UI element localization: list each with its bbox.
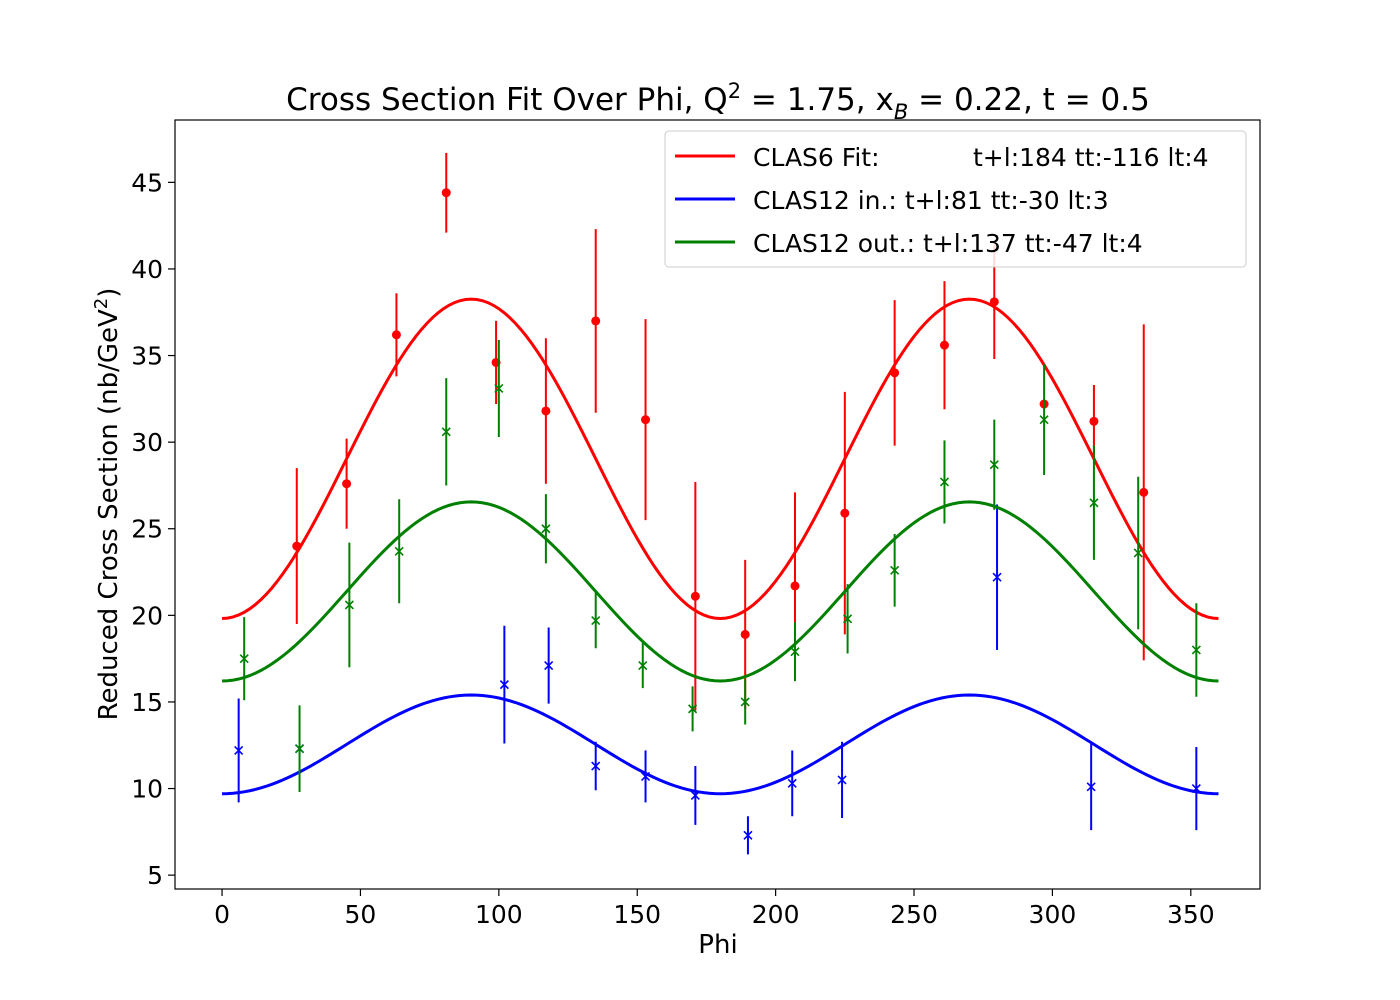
x-tick-label: 50 bbox=[345, 900, 377, 929]
data-point-clas12_in bbox=[1086, 782, 1096, 792]
data-point-clas6 bbox=[1139, 487, 1149, 497]
chart-title: Cross Section Fit Over Phi, Q2 = 1.75, x… bbox=[286, 79, 1150, 124]
y-tick-label: 5 bbox=[147, 861, 163, 890]
data-point-clas12_in bbox=[640, 771, 651, 781]
x-tick-label: 200 bbox=[752, 900, 800, 929]
x-tick-label: 0 bbox=[214, 900, 230, 929]
data-point-clas12_out bbox=[989, 460, 999, 470]
data-point-clas6 bbox=[939, 340, 949, 350]
data-point-clas6 bbox=[391, 330, 401, 340]
fit-curve-clas6 bbox=[221, 297, 1219, 620]
data-point-clas12_out bbox=[394, 546, 404, 556]
data-point-clas6 bbox=[441, 188, 451, 198]
x-tick-label: 300 bbox=[1029, 900, 1077, 929]
fit-curve-clas12_out bbox=[221, 500, 1219, 683]
data-point-clas12_in bbox=[743, 830, 753, 840]
y-tick-label: 20 bbox=[131, 601, 163, 630]
data-point-clas12_out bbox=[638, 661, 648, 671]
data-point-clas6 bbox=[541, 406, 551, 416]
data-point-clas12_in bbox=[690, 790, 700, 801]
data-point-clas12_out bbox=[1191, 645, 1201, 655]
data-point-clas12_out bbox=[494, 383, 504, 394]
data-point-clas12_in bbox=[1191, 783, 1201, 794]
x-tick-label: 150 bbox=[613, 900, 661, 929]
y-tick-label: 35 bbox=[131, 342, 163, 371]
legend-params-clas6: t+l:184 tt:-116 lt:4 bbox=[973, 143, 1209, 172]
legend-label-clas12-in: CLAS12 in.: t+l:81 tt:-30 lt:3 bbox=[753, 186, 1109, 215]
data-point-clas12_out bbox=[344, 600, 354, 610]
y-tick-label: 15 bbox=[131, 688, 163, 717]
y-tick-label: 25 bbox=[131, 515, 163, 544]
data-point-clas6 bbox=[840, 508, 850, 518]
data-point-clas6 bbox=[1089, 416, 1099, 426]
data-point-clas6 bbox=[890, 368, 900, 378]
data-point-clas6 bbox=[591, 316, 601, 326]
data-point-clas12_out bbox=[1039, 415, 1049, 425]
data-point-clas12_in bbox=[234, 745, 244, 756]
x-axis: 0 50 100 150 200 250 300 350 bbox=[214, 889, 1215, 929]
plot-area bbox=[221, 152, 1219, 855]
legend: CLAS6 Fit: t+l:184 tt:-116 lt:4 CLAS12 i… bbox=[664, 130, 1247, 268]
x-tick-label: 250 bbox=[890, 900, 938, 929]
data-point-clas12_in bbox=[787, 778, 797, 788]
legend-label-clas12-out: CLAS12 out.: t+l:137 tt:-47 lt:4 bbox=[753, 229, 1143, 258]
data-point-clas6 bbox=[641, 415, 651, 425]
y-tick-label: 30 bbox=[131, 428, 163, 457]
data-point-clas12_out bbox=[740, 697, 750, 707]
data-point-clas12_out bbox=[688, 704, 698, 714]
fit-curve-clas12_in bbox=[222, 693, 1219, 796]
series-clas12_out bbox=[221, 339, 1219, 793]
legend-box bbox=[664, 130, 1247, 268]
legend-label-clas6: CLAS6 Fit: bbox=[753, 143, 880, 172]
y-tick-label: 45 bbox=[131, 168, 163, 197]
data-point-clas12_in bbox=[499, 680, 509, 690]
data-point-clas6 bbox=[690, 591, 700, 601]
data-point-clas12_out bbox=[939, 477, 950, 487]
y-axis-label: Reduced Cross Section (nb/GeV2) bbox=[91, 288, 124, 721]
data-point-clas6 bbox=[292, 541, 302, 551]
data-point-clas12_out bbox=[1133, 548, 1143, 558]
data-point-clas12_in bbox=[591, 761, 601, 771]
data-point-clas12_in bbox=[992, 572, 1002, 582]
y-tick-label: 10 bbox=[131, 775, 163, 804]
plot-frame bbox=[174, 119, 1261, 890]
data-point-clas12_out bbox=[541, 524, 551, 534]
data-point-clas12_out bbox=[294, 744, 305, 754]
data-point-clas6 bbox=[989, 297, 999, 307]
data-point-clas12_in bbox=[837, 775, 847, 785]
data-point-clas12_out bbox=[890, 565, 900, 575]
data-point-clas12_out bbox=[1089, 498, 1099, 508]
data-point-clas12_out bbox=[441, 427, 451, 437]
series-clas12_in bbox=[222, 504, 1219, 855]
x-tick-label: 100 bbox=[475, 900, 523, 929]
x-axis-label: Phi bbox=[698, 930, 737, 960]
data-point-clas6 bbox=[740, 629, 750, 639]
data-point-clas12_out bbox=[790, 647, 800, 657]
data-point-clas6 bbox=[790, 581, 800, 591]
data-point-clas12_out bbox=[239, 654, 249, 664]
data-point-clas12_in bbox=[544, 661, 554, 671]
data-point-clas12_out bbox=[591, 615, 601, 626]
y-axis: 5 10 15 20 25 30 35 40 45 bbox=[131, 168, 175, 890]
data-point-clas6 bbox=[342, 479, 352, 489]
x-tick-label: 350 bbox=[1167, 900, 1215, 929]
data-point-clas12_out bbox=[843, 614, 853, 624]
series-clas6 bbox=[221, 152, 1219, 711]
y-tick-label: 40 bbox=[131, 255, 163, 284]
